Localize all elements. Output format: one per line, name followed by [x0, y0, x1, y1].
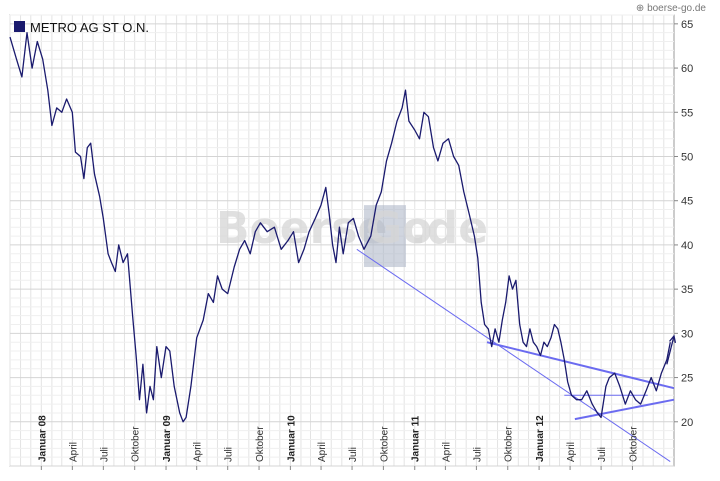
y-tick-label: 45 [681, 196, 693, 208]
x-tick-label: Juli [224, 447, 235, 462]
y-tick-label: 40 [681, 240, 693, 252]
watermark-left: Boerse [216, 203, 387, 254]
x-tick-label: Juli [348, 447, 359, 462]
watermark-right: .de [410, 203, 488, 254]
x-tick-label: April [68, 442, 79, 462]
x-tick-label: April [317, 442, 328, 462]
x-tick-label: Juli [472, 447, 483, 462]
y-tick-label: 35 [681, 284, 693, 296]
source-label: ⊕ boerse-go.de [636, 3, 707, 14]
x-tick-label: Oktober [255, 426, 266, 462]
price-line [9, 32, 671, 423]
x-tick-label: April [566, 442, 577, 462]
trendline [486, 341, 675, 390]
x-tick-label: Juli [597, 447, 608, 462]
x-tick-label: Januar 10 [286, 415, 297, 462]
trendline [574, 398, 675, 421]
x-tick-label: Oktober [131, 426, 142, 462]
x-tick-label: Januar 09 [162, 415, 173, 462]
x-tick-label: Januar 12 [535, 415, 546, 462]
x-tick-label: Januar 11 [411, 415, 422, 462]
legend-swatch [14, 21, 25, 32]
x-tick-label: Oktober [379, 426, 390, 462]
x-tick-label: April [441, 442, 452, 462]
x-tick-label: Oktober [628, 426, 639, 462]
y-tick-label: 20 [681, 417, 693, 429]
x-tick-label: April [193, 442, 204, 462]
y-tick-label: 60 [681, 63, 693, 75]
x-tick-label: Oktober [504, 426, 515, 462]
trend-arrow [666, 335, 675, 365]
y-tick-label: 65 [681, 19, 693, 31]
trend-arrow-head [669, 334, 677, 343]
y-tick-label: 50 [681, 151, 693, 163]
legend-label: METRO AG ST O.N. [30, 20, 149, 35]
trendline [356, 248, 671, 462]
y-tick-label: 25 [681, 373, 693, 385]
x-tick-label: Juli [99, 447, 110, 462]
watermark-mid: Go [366, 203, 432, 254]
legend: METRO AG ST O.N. [14, 20, 149, 35]
y-tick-label: 55 [681, 107, 693, 119]
x-tick-label: Januar 08 [37, 415, 48, 462]
y-tick-label: 30 [681, 328, 693, 340]
